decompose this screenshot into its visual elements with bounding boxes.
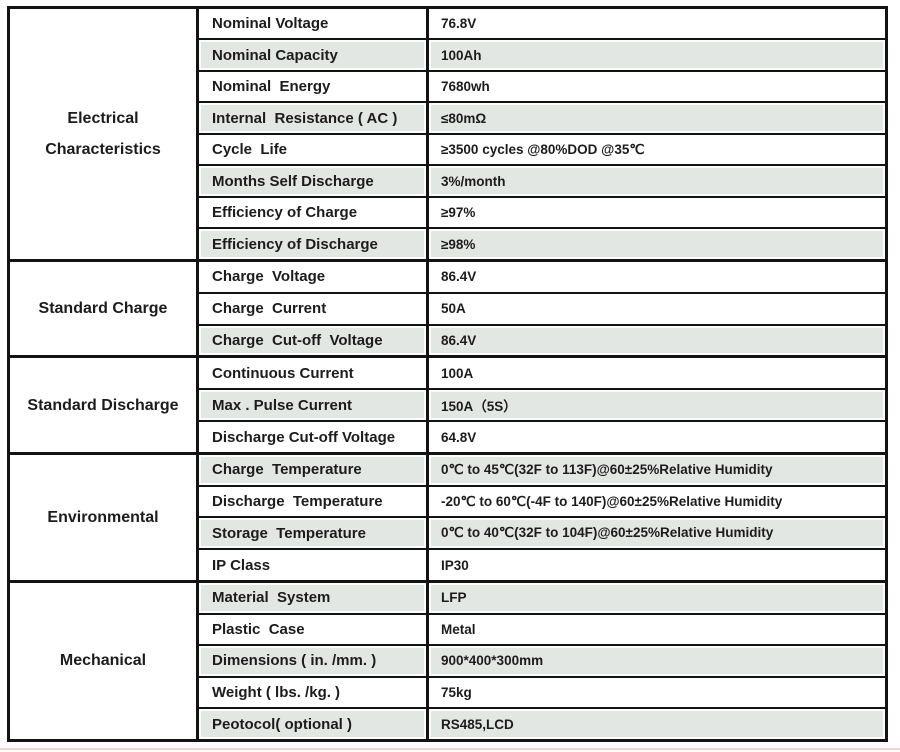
parameter-cell: Plastic Case bbox=[199, 614, 429, 645]
table-row: Storage Temperature 0℃ to 40℃(32F to 104F… bbox=[199, 516, 885, 549]
parameter-cell: Storage Temperature bbox=[199, 518, 429, 549]
value-cell: 75kg bbox=[429, 677, 885, 708]
category-label: Mechanical bbox=[59, 652, 147, 670]
parameter-cell: Continuous Current bbox=[199, 358, 429, 389]
section-rows: Continuous Current 100A Max . Pulse Curren… bbox=[199, 358, 885, 453]
section-rows: Material System LFP Plastic Case Metal Dimen… bbox=[199, 582, 885, 740]
value-cell: 3%/month bbox=[429, 166, 885, 196]
parameter-cell: Weight ( lbs. /kg. ) bbox=[199, 677, 429, 708]
parameter-cell: Discharge Cut-off Voltage bbox=[199, 422, 429, 453]
table-row: Continuous Current 100A bbox=[199, 358, 885, 389]
table-section-4: Environmental Charge Temperature 0℃ to 45℃… bbox=[10, 452, 885, 580]
category-label: Environmental bbox=[47, 508, 159, 526]
parameter-cell: Charge Current bbox=[199, 293, 429, 324]
table-row: Efficiency of Discharge ≥98% bbox=[199, 227, 885, 259]
table-row: Plastic Case Metal bbox=[199, 612, 885, 645]
value-cell: ≥98% bbox=[429, 229, 885, 259]
table-row: Efficiency of Charge ≥97% bbox=[199, 195, 885, 228]
value-cell: Metal bbox=[429, 614, 885, 645]
table-row: Nominal Voltage 76.8V bbox=[199, 9, 885, 39]
table-row: Weight ( lbs. /kg. ) 75kg bbox=[199, 675, 885, 708]
parameter-cell: Discharge Temperature bbox=[199, 486, 429, 517]
category-cell: Standard Discharge bbox=[10, 358, 199, 453]
value-cell: 50A bbox=[429, 293, 885, 324]
table-row: Charge Voltage 86.4V bbox=[199, 261, 885, 292]
parameter-cell: Charge Voltage bbox=[199, 261, 429, 292]
table-row: Peotocol( optional ) RS485,LCD bbox=[199, 707, 885, 740]
parameter-cell: Nominal Energy bbox=[199, 71, 429, 102]
value-cell: 900*400*300mm bbox=[429, 646, 885, 676]
parameter-cell: Nominal Capacity bbox=[199, 40, 429, 70]
parameter-cell: Charge Temperature bbox=[199, 455, 429, 485]
category-cell: Environmental bbox=[10, 455, 199, 580]
value-cell: 150A（5S） bbox=[429, 390, 885, 421]
parameter-cell: Efficiency of Discharge bbox=[199, 229, 429, 259]
table-section-1: Electrical Characteristics Nominal Voltage… bbox=[10, 9, 885, 259]
table-section-2: Standard Charge Charge Voltage 86.4V Charge… bbox=[10, 258, 885, 356]
value-cell: -20℃ to 60℃(-4F to 140F)@60±25%Relative … bbox=[429, 486, 885, 517]
table-row: Charge Cut-off Voltage 86.4V bbox=[199, 323, 885, 356]
parameter-cell: IP Class bbox=[199, 550, 429, 580]
parameter-cell: Efficiency of Charge bbox=[199, 197, 429, 228]
category-label: Standard Discharge bbox=[27, 396, 179, 414]
section-rows: Charge Temperature 0℃ to 45℃(32F to 113F)… bbox=[199, 455, 885, 580]
table-row: Dimensions ( in. /mm. ) 900*400*300mm bbox=[199, 644, 885, 676]
table-row: Max . Pulse Current 150A（5S） bbox=[199, 388, 885, 421]
category-cell: Electrical Characteristics bbox=[10, 9, 199, 259]
category-label: Electrical bbox=[67, 109, 139, 127]
value-cell: LFP bbox=[429, 582, 885, 613]
table-row: Cycle Life ≥3500 cycles @80%DOD @35℃ bbox=[199, 132, 885, 165]
parameter-cell: Material System bbox=[199, 582, 429, 613]
table-row: IP Class IP30 bbox=[199, 548, 885, 580]
value-cell: 0℃ to 40℃(32F to 104F)@60±25%Relative Hu… bbox=[429, 518, 885, 549]
value-cell: 64.8V bbox=[429, 422, 885, 453]
section-rows: Nominal Voltage 76.8V Nominal Capacity 100A… bbox=[199, 9, 885, 259]
category-label: Characteristics bbox=[45, 140, 161, 158]
value-cell: ≤80mΩ bbox=[429, 103, 885, 133]
value-cell: ≥3500 cycles @80%DOD @35℃ bbox=[429, 134, 885, 165]
parameter-cell: Nominal Voltage bbox=[199, 9, 429, 39]
parameter-cell: Peotocol( optional ) bbox=[199, 709, 429, 740]
table-row: Months Self Discharge 3%/month bbox=[199, 164, 885, 196]
value-cell: 76.8V bbox=[429, 9, 885, 39]
table-row: Nominal Energy 7680wh bbox=[199, 69, 885, 102]
section-rows: Charge Voltage 86.4V Charge Current 50A Char… bbox=[199, 261, 885, 356]
value-cell: 100Ah bbox=[429, 40, 885, 70]
table-section-3: Standard Discharge Continuous Current 100A… bbox=[10, 355, 885, 453]
value-cell: 100A bbox=[429, 358, 885, 389]
parameter-cell: Max . Pulse Current bbox=[199, 390, 429, 421]
parameter-cell: Internal Resistance ( AC ) bbox=[199, 103, 429, 133]
accent-line bbox=[0, 748, 900, 750]
value-cell: 86.4V bbox=[429, 261, 885, 292]
parameter-cell: Dimensions ( in. /mm. ) bbox=[199, 646, 429, 676]
value-cell: IP30 bbox=[429, 550, 885, 580]
table-row: Discharge Cut-off Voltage 64.8V bbox=[199, 420, 885, 453]
spec-table: Electrical Characteristics Nominal Voltage… bbox=[7, 6, 888, 742]
parameter-cell: Charge Cut-off Voltage bbox=[199, 325, 429, 356]
parameter-cell: Cycle Life bbox=[199, 134, 429, 165]
table-row: Material System LFP bbox=[199, 582, 885, 613]
value-cell: 7680wh bbox=[429, 71, 885, 102]
category-label: Standard Charge bbox=[38, 300, 168, 318]
value-cell: ≥97% bbox=[429, 197, 885, 228]
table-row: Charge Current 50A bbox=[199, 291, 885, 324]
table-row: Nominal Capacity 100Ah bbox=[199, 38, 885, 70]
value-cell: 86.4V bbox=[429, 325, 885, 356]
category-cell: Mechanical bbox=[10, 582, 199, 740]
value-cell: RS485,LCD bbox=[429, 709, 885, 740]
table-row: Internal Resistance ( AC ) ≤80mΩ bbox=[199, 101, 885, 133]
value-cell: 0℃ to 45℃(32F to 113F)@60±25%Relative Hu… bbox=[429, 455, 885, 485]
table-row: Discharge Temperature -20℃ to 60℃(-4F to … bbox=[199, 484, 885, 517]
table-section-5: Mechanical Material System LFP Plastic Case… bbox=[10, 579, 885, 740]
parameter-cell: Months Self Discharge bbox=[199, 166, 429, 196]
table-row: Charge Temperature 0℃ to 45℃(32F to 113F)… bbox=[199, 455, 885, 485]
category-cell: Standard Charge bbox=[10, 261, 199, 356]
